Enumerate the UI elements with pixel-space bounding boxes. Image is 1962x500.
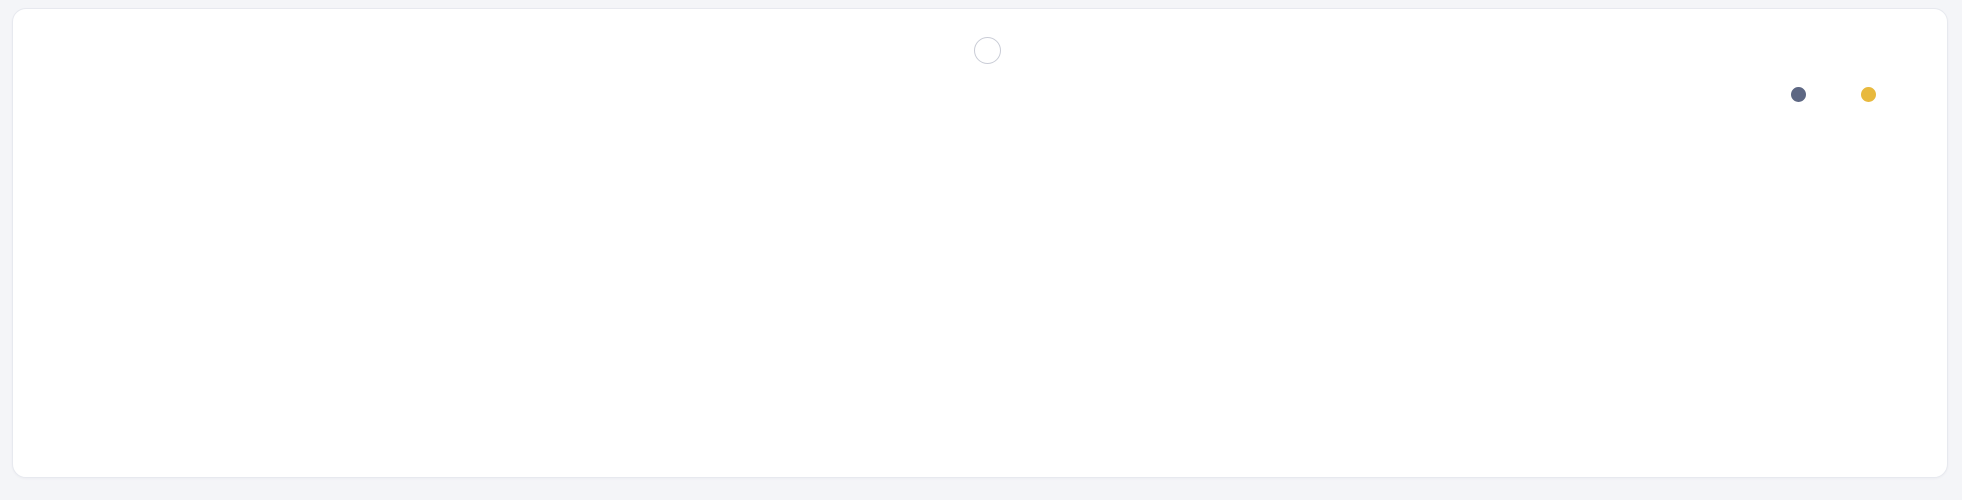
chart-canvas <box>13 9 1949 479</box>
chart-plot-area <box>13 9 1949 479</box>
legend-item-live[interactable] <box>1791 87 1817 102</box>
legend-dot-system <box>1861 87 1876 102</box>
legend-dot-live <box>1791 87 1806 102</box>
chart-header <box>13 37 1947 64</box>
info-icon[interactable] <box>973 37 1001 64</box>
legend-item-system[interactable] <box>1861 87 1887 102</box>
chart-legend <box>1791 87 1887 102</box>
chart-card <box>12 8 1948 478</box>
